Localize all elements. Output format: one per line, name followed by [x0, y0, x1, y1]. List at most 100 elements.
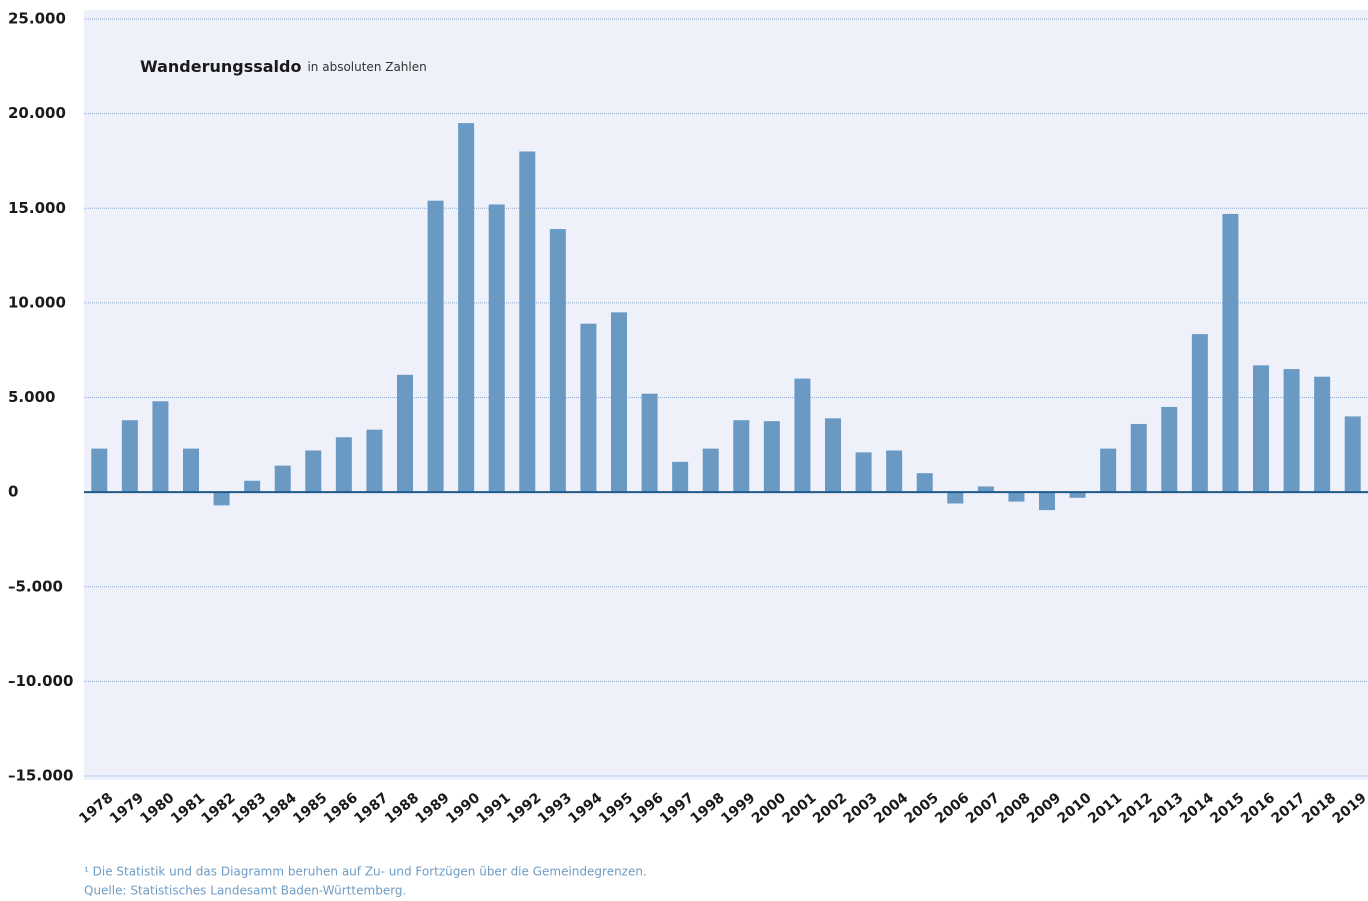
- bar: [702, 448, 719, 493]
- bar: [886, 450, 903, 493]
- bar: [1344, 416, 1361, 493]
- x-tick-label: 1991: [474, 790, 514, 827]
- bar: [366, 429, 383, 493]
- x-tick-label: 2012: [1116, 790, 1156, 827]
- bar: [335, 437, 352, 493]
- bar: [1039, 492, 1055, 511]
- subtitle: in absoluten Zahlen: [307, 60, 426, 74]
- x-tick-label: 1985: [290, 790, 330, 827]
- x-tick-label: 2010: [1055, 790, 1095, 827]
- bar: [427, 200, 444, 493]
- x-tick-label: 2005: [902, 790, 942, 827]
- bar: [947, 492, 964, 504]
- bar: [1161, 406, 1178, 493]
- x-tick-label: 1979: [107, 790, 147, 827]
- bar: [580, 323, 597, 493]
- x-tick-label: 1993: [535, 790, 575, 827]
- x-tick-label: 1998: [688, 790, 728, 827]
- bar: [855, 452, 872, 493]
- bar: [488, 204, 505, 493]
- x-tick-label: 2009: [1024, 790, 1064, 827]
- x-tick-label: 1987: [351, 790, 391, 827]
- x-tick-label: 2008: [993, 790, 1033, 827]
- x-tick-label: 1978: [76, 790, 116, 827]
- y-tick-label: 20.000: [8, 104, 66, 122]
- x-tick-label: 1986: [321, 790, 361, 827]
- x-tick-label: 1984: [260, 790, 300, 827]
- title: Wanderungssaldo: [140, 57, 301, 76]
- x-tick-label: 2011: [1085, 790, 1125, 827]
- bar: [794, 378, 811, 493]
- bar: [1008, 492, 1025, 502]
- bar: [183, 448, 199, 493]
- y-tick-label: 0: [8, 483, 18, 501]
- bar: [825, 418, 841, 493]
- x-tick-label: 1997: [657, 790, 697, 827]
- footnote: ¹ Die Statistik und das Diagramm beruhen…: [84, 865, 647, 879]
- x-tick-label: 2015: [1207, 790, 1247, 827]
- bar: [305, 450, 322, 493]
- x-tick-label: 1988: [382, 790, 422, 827]
- bar: [641, 393, 658, 493]
- x-tick-label: 2016: [1238, 790, 1278, 827]
- y-tick-label: 25.000: [8, 10, 66, 28]
- x-tick-label: 2001: [779, 790, 819, 827]
- chart-title: Wanderungssaldo in absoluten Zahlen: [140, 57, 427, 76]
- bar: [1222, 213, 1239, 493]
- x-tick-label: 1994: [565, 790, 605, 827]
- bar: [1100, 448, 1117, 493]
- bar: [916, 473, 933, 493]
- y-tick-label: –10.000: [8, 672, 73, 690]
- x-tick-label: 1996: [627, 790, 667, 827]
- bar: [274, 465, 291, 493]
- y-tick-label: 10.000: [8, 293, 66, 311]
- x-tick-label: 1982: [199, 790, 239, 827]
- x-tick-label: 2006: [932, 790, 972, 827]
- source: Quelle: Statistisches Landesamt Baden-Wü…: [84, 884, 406, 898]
- bar: [244, 480, 261, 493]
- x-tick-label: 1983: [229, 790, 269, 827]
- plot-area: [84, 10, 1368, 780]
- x-tick-label: 2007: [963, 790, 1003, 827]
- bar: [1283, 369, 1300, 493]
- y-tick-label: 15.000: [8, 199, 66, 217]
- bar: [1314, 376, 1331, 493]
- bar: [1069, 492, 1086, 498]
- bar: [213, 492, 230, 506]
- bar: [152, 401, 169, 493]
- x-tick-label: 2004: [871, 790, 911, 827]
- bar: [672, 461, 689, 493]
- bar: [1130, 423, 1147, 493]
- x-tick-label: 2014: [1177, 790, 1217, 827]
- bar: [397, 374, 413, 493]
- bar: [611, 312, 627, 493]
- x-tick-label: 2003: [841, 790, 881, 827]
- bar: [549, 229, 566, 493]
- bar: [1191, 334, 1208, 493]
- y-tick-label: 5.000: [8, 388, 55, 406]
- x-tick-label: 1990: [443, 790, 483, 827]
- bar: [733, 420, 750, 493]
- x-tick-label: 2000: [749, 790, 789, 827]
- y-tick-label: –15.000: [8, 767, 73, 785]
- bar: [121, 420, 138, 493]
- x-tick-label: 1980: [137, 790, 177, 827]
- x-tick-label: 2019: [1330, 790, 1368, 827]
- x-tick-label: 1999: [718, 790, 758, 827]
- bar: [1253, 365, 1269, 493]
- bar: [763, 421, 780, 493]
- x-tick-label: 1992: [504, 790, 544, 827]
- x-tick-label: 2017: [1269, 790, 1309, 827]
- bar: [91, 448, 108, 493]
- x-tick-label: 2013: [1146, 790, 1186, 827]
- x-tick-label: 1995: [596, 790, 636, 827]
- x-tick-label: 2018: [1299, 790, 1339, 827]
- x-tick-label: 1981: [168, 790, 208, 827]
- bar: [519, 151, 536, 493]
- x-tick-label: 1989: [413, 790, 453, 827]
- bar: [977, 486, 994, 493]
- x-tick-label: 2002: [810, 790, 850, 827]
- y-tick-label: –5.000: [8, 577, 63, 595]
- bar: [458, 123, 475, 493]
